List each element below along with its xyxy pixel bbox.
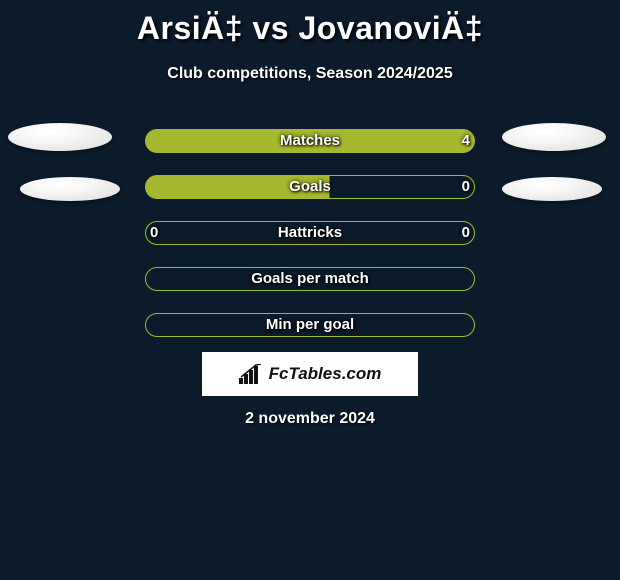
stat-row: Min per goal <box>0 309 620 355</box>
stat-row: 0 Goals 0 <box>0 171 620 217</box>
stat-value-right: 0 <box>462 221 470 245</box>
stat-value-right: 4 <box>462 129 470 153</box>
page-title: ArsiÄ‡ vs JovanoviÄ‡ <box>0 0 620 47</box>
brand-box[interactable]: FcTables.com <box>202 352 418 396</box>
stat-label: Hattricks <box>278 224 342 241</box>
stat-value-right: 0 <box>462 175 470 199</box>
stat-pill: Min per goal <box>145 313 475 337</box>
stat-label: Goals <box>289 178 331 195</box>
stat-pill: Hattricks <box>145 221 475 245</box>
stat-label: Matches <box>280 132 340 149</box>
stat-label: Goals per match <box>251 270 369 287</box>
page-subtitle: Club competitions, Season 2024/2025 <box>0 65 620 83</box>
stat-label: Min per goal <box>266 316 354 333</box>
stat-pill: Goals <box>145 175 475 199</box>
stat-pill: Goals per match <box>145 267 475 291</box>
brand-text: FcTables.com <box>269 364 382 384</box>
stat-pill: Matches <box>145 129 475 153</box>
stat-row: Goals per match <box>0 263 620 309</box>
stat-rows: 5 Matches 4 0 Goals 0 0 Hattricks 0 Goal… <box>0 125 620 355</box>
stat-row: 0 Hattricks 0 <box>0 217 620 263</box>
stat-row: 5 Matches 4 <box>0 125 620 171</box>
bar-chart-icon <box>239 364 265 384</box>
date-text: 2 november 2024 <box>245 410 375 428</box>
